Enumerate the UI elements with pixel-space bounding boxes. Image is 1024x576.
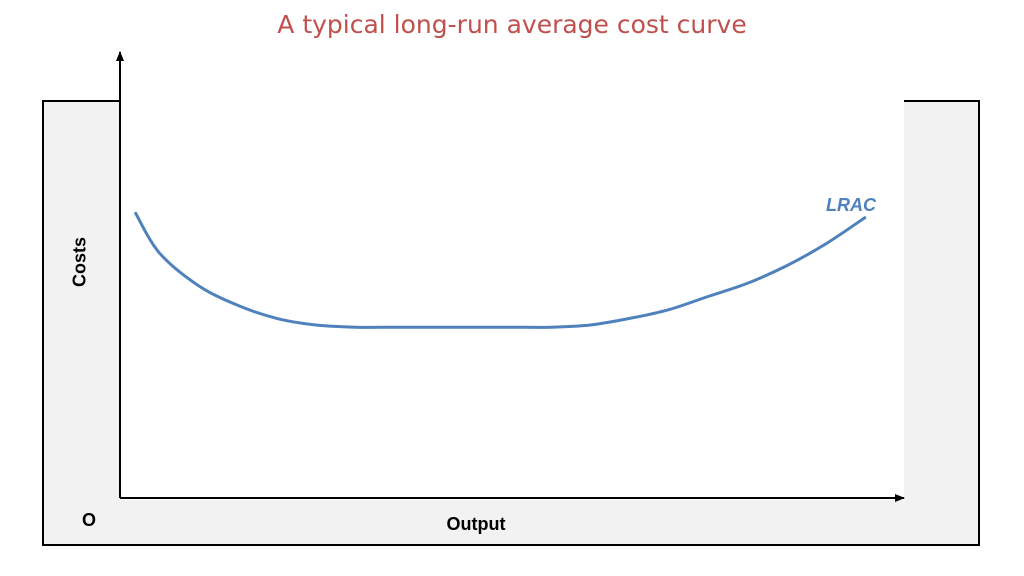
chart-title: A typical long-run average cost curve	[277, 10, 747, 39]
plot-area	[120, 60, 904, 500]
series-label-lrac: LRAC	[826, 195, 876, 215]
lrac-curve	[134, 211, 867, 329]
origin-label: O	[82, 510, 97, 530]
x-axis-label: Output	[446, 514, 506, 534]
y-axis-label: Costs	[69, 236, 90, 288]
